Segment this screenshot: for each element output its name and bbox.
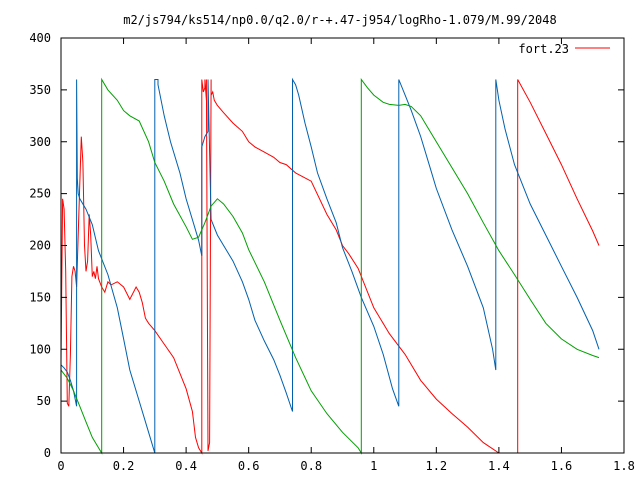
x-tick-label: 1: [370, 459, 377, 473]
y-tick-label: 100: [29, 342, 51, 356]
x-tick-label: 1.4: [488, 459, 510, 473]
x-tick-label: 1.8: [613, 459, 635, 473]
chart-title: m2/js794/ks514/np0.0/q2.0/r-+.47-j954/lo…: [123, 13, 556, 27]
series-line-1: [60, 79, 600, 455]
x-tick-label: 0.6: [238, 459, 260, 473]
x-tick-label: 0: [57, 459, 64, 473]
x-tick-label: 0.2: [113, 459, 135, 473]
y-tick-label: 350: [29, 83, 51, 97]
y-tick-label: 0: [44, 446, 51, 460]
legend: fort.23: [518, 42, 610, 56]
x-tick-label: 1.6: [551, 459, 573, 473]
legend-label: fort.23: [518, 42, 569, 56]
x-tick-label: 0.4: [175, 459, 197, 473]
x-tick-label: 1.2: [425, 459, 447, 473]
series-line-2: [60, 77, 600, 454]
y-tick-label: 200: [29, 239, 51, 253]
axes-layer: 0 0.2 0.4 0.6 0.8 1 1.2 1.4 1.6 1.8 0 50 100 150 200 25…: [29, 31, 635, 473]
series-layer: [60, 77, 600, 455]
y-tick-label: 300: [29, 135, 51, 149]
y-tick-label: 250: [29, 187, 51, 201]
y-tick-label: 400: [29, 31, 51, 45]
y-tick-label: 50: [37, 394, 51, 408]
y-tick-label: 150: [29, 290, 51, 304]
x-tick-label: 0.8: [300, 459, 322, 473]
series-line-3: [60, 77, 600, 455]
